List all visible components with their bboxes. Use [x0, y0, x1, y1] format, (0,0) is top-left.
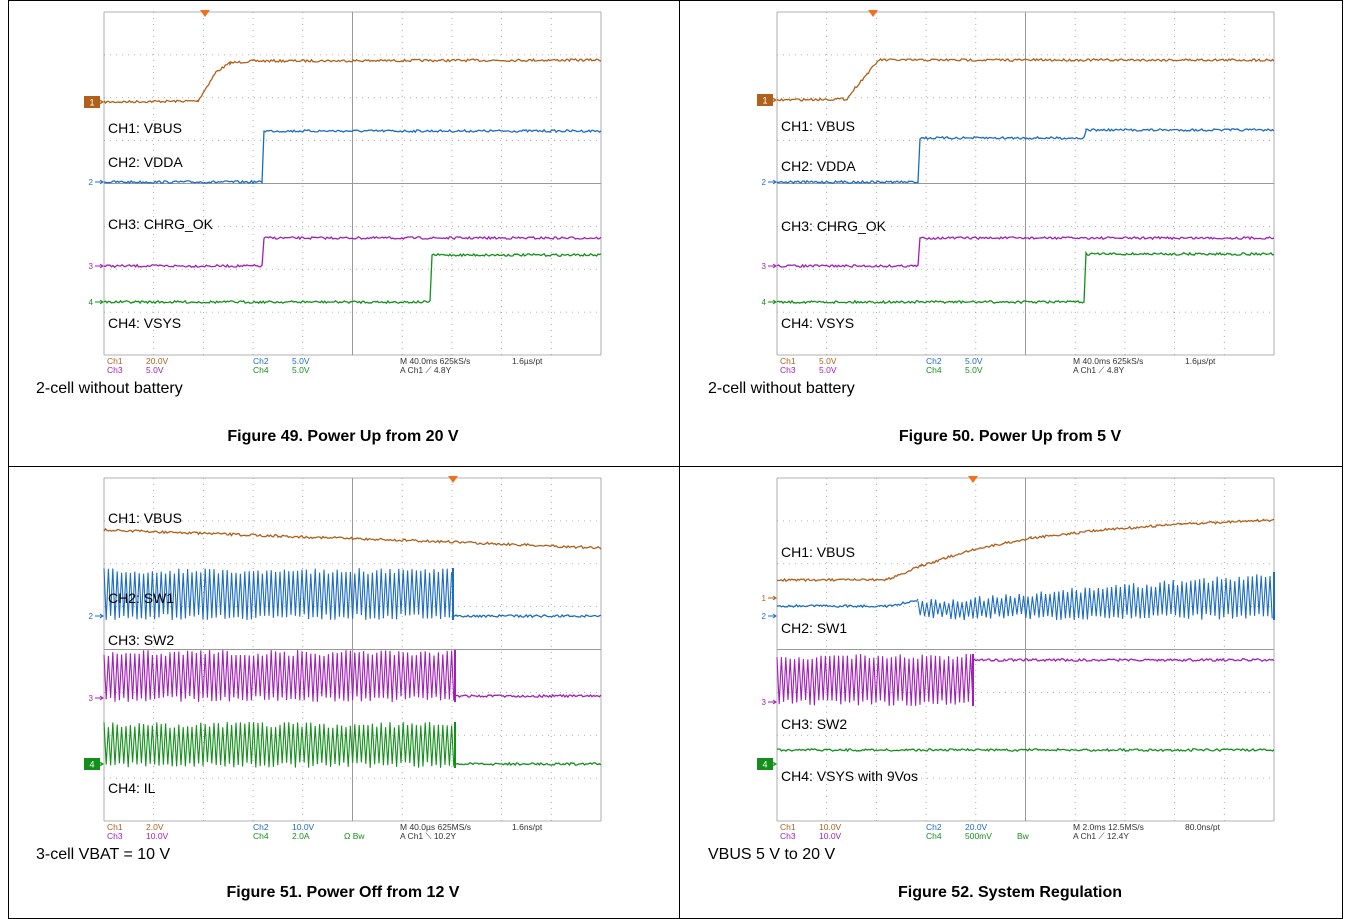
channel-marker: 4	[762, 298, 767, 307]
figure-title: Figure 52. System Regulation	[710, 884, 1310, 902]
cell-border	[1342, 0, 1343, 919]
channel-waveform	[455, 695, 601, 697]
channel-waveform	[777, 599, 918, 607]
oscilloscope-capture: CH1: VBUS CH2: VDDA CH3: CHRG_OK CH4: VSYS 1…	[751, 10, 1281, 376]
channel-marker-arrow	[95, 180, 103, 184]
scope-readout: Bw	[1017, 831, 1030, 841]
channel-marker: 4	[762, 760, 767, 770]
channel-marker-arrow	[95, 696, 103, 700]
channel-label: CH1: VBUS	[781, 118, 855, 134]
channel-label: CH3: CHRG_OK	[781, 218, 887, 234]
switching-waveform	[104, 722, 454, 768]
figure-title: Figure 51. Power Off from 12 V	[43, 884, 643, 902]
scope-readout: Ch4	[253, 365, 269, 375]
scope-readout: 5.0V	[965, 365, 983, 375]
cell-border	[679, 0, 680, 919]
cell-border	[8, 0, 9, 919]
switching-waveform	[777, 654, 973, 706]
channel-label: CH2: SW1	[108, 590, 174, 606]
scope-readout: Ch4	[926, 831, 942, 841]
oscilloscope-capture: CH1: VBUS CH2: VDDA CH3: CHRG_OK CH4: VSYS 1…	[78, 10, 608, 376]
scope-readout: 1.6µs/pt	[1185, 356, 1216, 366]
trigger-marker	[868, 10, 878, 17]
channel-marker-arrow	[95, 264, 103, 268]
channel-marker: 1	[762, 594, 767, 603]
scope-readout: Ω Bw	[344, 831, 365, 841]
channel-waveform	[455, 763, 601, 765]
channel-marker: 1	[762, 96, 767, 106]
channel-waveform	[453, 615, 601, 617]
scope-readout: Ch3	[107, 365, 123, 375]
scope-readout: 500mV	[965, 831, 992, 841]
scope-readout: 10.0V	[146, 831, 169, 841]
scope-readout: Ch3	[780, 831, 796, 841]
trigger-marker	[968, 476, 978, 483]
channel-label: CH2: VDDA	[781, 158, 856, 174]
channel-label: CH3: CHRG_OK	[108, 216, 214, 232]
channel-marker: 3	[762, 698, 767, 707]
scope-readout: A Ch1 ⟋ 12.4Y	[1073, 831, 1129, 841]
channel-label: CH4: VSYS	[781, 315, 854, 331]
scope-readout: 1.6µs/pt	[512, 356, 543, 366]
scope-readout: Ch3	[780, 365, 796, 375]
figure-title: Figure 49. Power Up from 20 V	[43, 428, 643, 446]
cell-border	[8, 466, 1343, 467]
channel-marker-arrow	[768, 596, 776, 600]
scope-readout: 2.0A	[292, 831, 310, 841]
figure-caption: VBUS 5 V to 20 V	[708, 846, 835, 864]
scope-readout: Ch4	[253, 831, 269, 841]
channel-marker-arrow	[768, 180, 776, 184]
channel-label: CH1: VBUS	[108, 510, 182, 526]
channel-marker: 4	[89, 760, 94, 770]
scope-readout: 5.0V	[819, 365, 837, 375]
switching-waveform	[918, 574, 1272, 620]
figure-caption: 2-cell without battery	[36, 380, 183, 398]
channel-marker-arrow	[95, 614, 103, 618]
scope-readout: 5.0V	[146, 365, 164, 375]
scope-readout: 10.0V	[819, 831, 842, 841]
figure-caption: 3-cell VBAT = 10 V	[36, 846, 170, 864]
channel-label: CH2: VDDA	[108, 154, 183, 170]
channel-label: CH4: IL	[108, 780, 156, 796]
channel-marker: 2	[762, 178, 767, 187]
channel-marker: 3	[89, 694, 94, 703]
channel-marker: 1	[89, 98, 94, 108]
figure-caption: 2-cell without battery	[708, 380, 855, 398]
channel-marker: 2	[762, 612, 767, 621]
scope-readout: Ch4	[926, 365, 942, 375]
switching-waveform	[104, 650, 454, 702]
channel-label: CH2: SW1	[781, 620, 847, 636]
channel-marker-arrow	[768, 264, 776, 268]
channel-label: CH1: VBUS	[108, 120, 182, 136]
scope-readout: A Ch1 ⟋ 4.8Y	[400, 365, 452, 375]
scope-readout: 1.6ns/pt	[512, 822, 543, 832]
document-page: CH1: VBUS CH2: VDDA CH3: CHRG_OK CH4: VSYS 1…	[0, 0, 1351, 919]
channel-marker-arrow	[95, 300, 103, 304]
oscilloscope-capture: CH1: VBUS CH2: SW1 CH3: SW2 CH4: VSYS with …	[751, 476, 1281, 842]
trigger-marker	[448, 476, 458, 483]
channel-label: CH3: SW2	[108, 632, 174, 648]
scope-readout: 5.0V	[292, 365, 310, 375]
channel-marker-arrow	[768, 300, 776, 304]
channel-marker: 2	[89, 178, 94, 187]
channel-marker-arrow	[768, 614, 776, 618]
figure-title: Figure 50. Power Up from 5 V	[710, 428, 1310, 446]
channel-label: CH4: VSYS	[108, 315, 181, 331]
channel-waveform	[973, 659, 1274, 661]
channel-label: CH4: VSYS with 9Vos	[781, 768, 918, 784]
scope-readout: Ch3	[107, 831, 123, 841]
channel-marker: 3	[89, 262, 94, 271]
channel-marker: 2	[89, 612, 94, 621]
channel-label: CH3: SW2	[781, 716, 847, 732]
scope-readout: A Ch1 ⟋ 4.8Y	[1073, 365, 1125, 375]
channel-marker-arrow	[768, 700, 776, 704]
channel-marker: 3	[762, 262, 767, 271]
cell-border	[8, 0, 1343, 1]
trigger-marker	[200, 10, 210, 17]
scope-readout: A Ch1 ⟍ 10.2Y	[400, 831, 456, 841]
channel-marker: 4	[89, 298, 94, 307]
channel-label: CH1: VBUS	[781, 544, 855, 560]
scope-readout: 80.0ns/pt	[1185, 822, 1221, 832]
